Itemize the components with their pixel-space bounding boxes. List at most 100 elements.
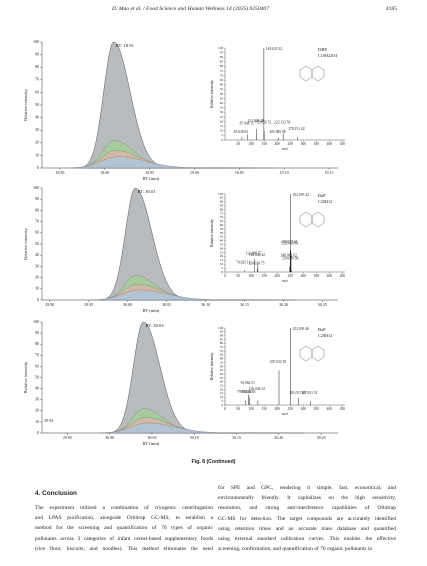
structure <box>299 211 325 228</box>
left-column: The experiment utilized a combination of… <box>35 503 213 554</box>
ms-peak-label: 79.054 31 <box>237 390 252 394</box>
inset-x-tick-label: 350 <box>314 407 320 411</box>
inset-y-tick-label: 35 <box>220 242 224 246</box>
inset-y-tick-label: 85 <box>220 203 224 207</box>
inset-x-label: m/z <box>282 411 288 416</box>
inset-x-tick-label: 350 <box>314 274 320 278</box>
x-tick-label: 19.05 <box>235 170 244 175</box>
figure-caption: Fig. 8 (Continued) <box>191 459 236 465</box>
structure <box>299 65 325 82</box>
ms-peak-label: 150.026 72 <box>255 121 271 125</box>
overlay-trace <box>71 156 275 169</box>
y-tick-label: 70 <box>35 219 39 224</box>
text-line: screening, confirmation, and quantificat… <box>218 546 373 553</box>
inset-y-tick-label: 65 <box>220 219 224 223</box>
overlay-trace <box>101 422 304 434</box>
text-line: and LPAS purification, alongside Orbitra… <box>35 515 213 522</box>
text-line: (rice flour, biscuits, and noodles). Thi… <box>35 545 213 552</box>
y-tick-label: 80 <box>35 207 39 212</box>
inset-x-tick-label: 450 <box>340 142 346 146</box>
ms-peak-label: 126.046 42 <box>249 253 265 257</box>
inset-x-tick-label: 0 <box>224 274 226 278</box>
compound-name: BaP <box>318 193 326 198</box>
ms-peak-label: 124.030 75 <box>248 262 264 266</box>
section-heading: 4. Conclusion <box>35 490 77 497</box>
y-tick-label: 0 <box>37 165 39 170</box>
inset-y-tick-label: 100 <box>218 326 223 330</box>
inset-x-tick-label: 250 <box>288 142 294 146</box>
y-tick-label: 70 <box>35 352 39 357</box>
y-tick-label: 30 <box>35 263 39 268</box>
inset-background <box>207 322 349 423</box>
rt-label: RT: 30.04 <box>145 323 164 328</box>
inset-y-tick-label: 75 <box>220 69 224 73</box>
inset-x-tick-label: 300 <box>301 407 307 411</box>
inset-y-tick-label: 55 <box>220 360 224 364</box>
inset-y-tick-label: 90 <box>220 200 224 204</box>
inset-y-tick-label: 70 <box>220 73 224 77</box>
inset-y-tick-label: 20 <box>220 387 224 391</box>
y-tick-label: 40 <box>35 115 39 120</box>
inset-y-tick-label: 80 <box>220 64 224 68</box>
ms-peak-label: 250.077 64 <box>281 240 297 244</box>
inset-y-tick-label: 100 <box>218 192 223 196</box>
ms-peak-label: 281.051 30 <box>289 391 305 395</box>
y-tick-label: 90 <box>35 52 39 57</box>
inset-y-tick-label: 55 <box>220 227 224 231</box>
inset-x-tick-label: 100 <box>248 407 254 411</box>
y-tick-label: 90 <box>35 196 39 201</box>
inset-x-tick-label: 250 <box>288 274 294 278</box>
inset-x-tick-label: 100 <box>248 142 254 146</box>
text-line: environmentally friendly. It capitalizes… <box>218 495 396 502</box>
inset-x-label: m/z <box>282 146 288 151</box>
x-axis-label: RT (min) <box>143 308 160 313</box>
y-tick-label: 60 <box>35 230 39 235</box>
x-tick-label: 19.00 <box>190 170 199 175</box>
inset-y-tick-label: 60 <box>220 83 224 87</box>
text-line: pollutants across 3 categories of infant… <box>35 535 213 542</box>
inset-y-tick-label: 65 <box>220 78 224 82</box>
inset-y-tick-label: 20 <box>220 119 224 123</box>
inset-y-tick-label: 100 <box>218 46 223 50</box>
x-tick-label: 18.85 <box>55 170 64 175</box>
inset-y-tick-label: 70 <box>220 349 224 353</box>
x-tick-label: 30.20 <box>279 302 288 307</box>
y-tick-label: 20 <box>35 140 39 145</box>
x-tick-label: 30.05 <box>162 302 171 307</box>
inset-y-tick-label: 75 <box>220 211 224 215</box>
inset-y-tick-label: 0 <box>221 270 223 274</box>
inset-y-tick-label: 55 <box>220 87 224 91</box>
start-label: 29.94 <box>44 418 53 423</box>
inset-y-tick-label: 50 <box>220 364 224 368</box>
inset-y-tick-label: 35 <box>220 376 224 380</box>
y-tick-label: 40 <box>35 386 39 391</box>
ms-peak-label: 254.099 96 <box>282 256 298 260</box>
y-tick-label: 20 <box>35 275 39 280</box>
ms-peak-label: 223.133 59 <box>274 120 290 124</box>
compound-formula: C20H12 <box>318 333 332 338</box>
compound-name: BaP <box>318 327 326 332</box>
ms-peak-label: 113.088 57 <box>245 252 261 256</box>
inset-background <box>207 42 349 158</box>
inset-y-tick-label: 75 <box>220 345 224 349</box>
inset-y-tick-label: 40 <box>220 372 224 376</box>
inset-y-tick-label: 25 <box>220 384 224 388</box>
inset-y-tick-label: 85 <box>220 337 224 341</box>
inset-y-label: Relative intensity <box>209 219 214 247</box>
inset-x-tick-label: 200 <box>274 274 280 278</box>
ms-peak-label: 74.025 13 <box>236 260 251 264</box>
inset-y-tick-label: 60 <box>220 223 224 227</box>
ms-peak-label: 252.093 46 <box>293 327 309 331</box>
y-tick-label: 20 <box>35 408 39 413</box>
y-tick-label: 50 <box>35 374 39 379</box>
inset-y-tick-label: 45 <box>220 368 224 372</box>
inset-y-tick-label: 45 <box>220 235 224 239</box>
inset-x-tick-label: 300 <box>301 274 307 278</box>
inset-x-tick-label: 450 <box>340 407 346 411</box>
y-tick-label: 100 <box>33 39 39 44</box>
inset-x-tick-label: 400 <box>327 274 333 278</box>
inset-y-tick-label: 45 <box>220 96 224 100</box>
ms-peak-label: 65.038 63 <box>234 130 249 134</box>
